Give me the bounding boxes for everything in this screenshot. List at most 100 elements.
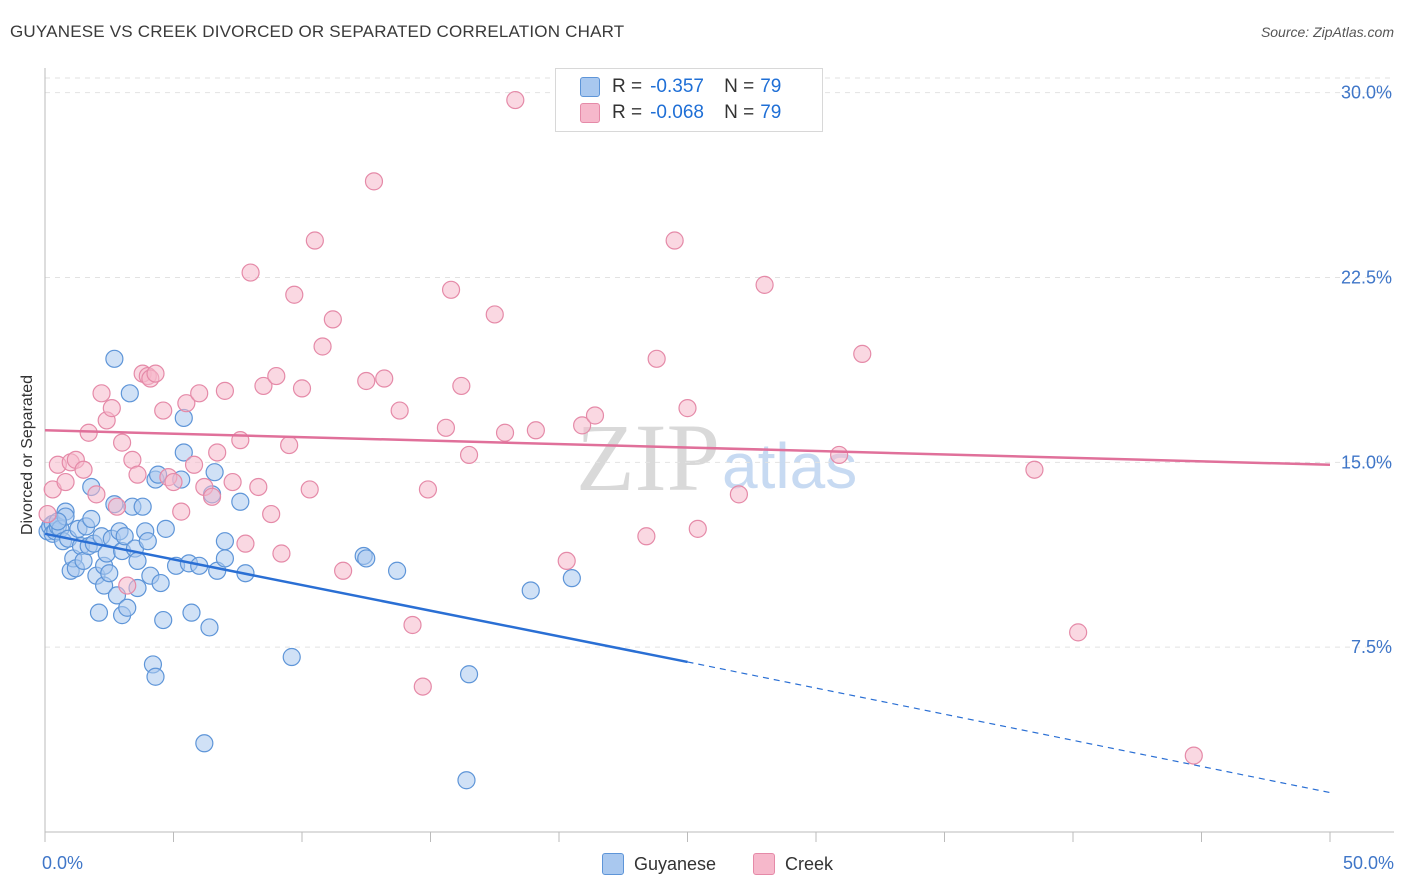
creek-point xyxy=(357,371,376,391)
creek-legend-label: Creek xyxy=(785,853,834,874)
legend-n-value: 79 xyxy=(760,76,782,97)
creek-point xyxy=(375,369,394,388)
guyanese-point xyxy=(174,443,193,462)
x-tick-label: 0.0% xyxy=(42,853,83,873)
y-tick-label: 30.0% xyxy=(1341,83,1392,103)
creek-point xyxy=(585,406,605,425)
creek-point xyxy=(526,421,545,440)
creek-swatch xyxy=(580,103,600,123)
creek-point xyxy=(164,472,183,492)
creek-point xyxy=(647,349,666,368)
guyanese-point xyxy=(156,519,175,538)
guyanese-point xyxy=(118,598,137,617)
creek-point xyxy=(390,401,409,420)
creek-point xyxy=(573,416,592,435)
creek-point xyxy=(92,384,111,403)
creek-point xyxy=(403,615,422,635)
guyanese-point xyxy=(387,561,407,580)
bottom-legend-guyanese[interactable]: Guyanese xyxy=(602,852,716,876)
creek-point xyxy=(637,527,656,546)
guyanese-legend-label: Guyanese xyxy=(634,853,717,874)
creek-point xyxy=(249,477,268,497)
creek-point xyxy=(557,551,576,571)
y-tick-label: 15.0% xyxy=(1341,452,1392,472)
guyanese-point xyxy=(146,667,165,686)
legend-r-label: R = xyxy=(612,76,643,97)
creek-point xyxy=(292,379,312,398)
guyanese-point xyxy=(128,551,147,571)
creek-point xyxy=(254,376,273,396)
legend-n-label: N = xyxy=(724,102,755,123)
creek-point xyxy=(38,504,57,524)
guyanese-point xyxy=(115,527,134,546)
creek-point xyxy=(688,519,707,538)
creek-swatch xyxy=(753,853,775,875)
guyanese-point xyxy=(100,564,119,583)
guyanese-point xyxy=(459,665,479,684)
creek-point xyxy=(305,231,324,250)
creek-point xyxy=(323,310,342,329)
creek-point xyxy=(241,263,260,282)
guyanese-point xyxy=(231,492,250,511)
guyanese-point xyxy=(215,532,234,551)
chart-title: GUYANESE VS CREEK DIVORCED OR SEPARATED … xyxy=(10,22,625,41)
creek-point xyxy=(87,485,106,504)
creek-point xyxy=(830,445,849,465)
bottom-legend-creek[interactable]: Creek xyxy=(753,852,833,876)
guyanese-point xyxy=(215,549,234,568)
guyanese-swatch xyxy=(602,853,624,875)
creek-point xyxy=(118,576,137,595)
creek-point xyxy=(1069,623,1088,642)
guyanese-point xyxy=(133,497,152,516)
creek-point xyxy=(154,401,173,420)
creek-point xyxy=(755,275,774,294)
creek-point xyxy=(223,472,242,492)
creek-point xyxy=(128,465,147,484)
guyanese-trend-extension xyxy=(687,661,1331,794)
creek-point xyxy=(485,305,504,324)
guyanese-point xyxy=(138,532,157,551)
creek-point xyxy=(364,172,384,191)
creek-point xyxy=(102,399,121,418)
creek-point xyxy=(236,534,255,553)
legend-r-label: R = xyxy=(612,102,643,123)
creek-point xyxy=(418,480,438,499)
creek-point xyxy=(452,376,471,396)
y-tick-label: 7.5% xyxy=(1351,637,1392,657)
legend-r-value: -0.357 xyxy=(650,76,704,97)
creek-point xyxy=(1184,746,1203,765)
x-tick-label: 50.0% xyxy=(1343,853,1394,873)
creek-point xyxy=(267,366,286,386)
guyanese-point xyxy=(89,603,109,622)
creek-point xyxy=(215,381,234,400)
guyanese-point xyxy=(82,509,101,529)
creek-point xyxy=(56,472,75,492)
guyanese-point xyxy=(521,581,540,600)
guyanese-point xyxy=(120,384,139,403)
creek-point xyxy=(1025,460,1044,479)
source-label: Source: ZipAtlas.com xyxy=(1260,24,1394,40)
creek-point xyxy=(506,90,525,110)
creek-point xyxy=(334,561,353,580)
creek-point xyxy=(495,423,515,442)
creek-point xyxy=(208,443,227,462)
creek-point xyxy=(190,384,209,403)
guyanese-point xyxy=(562,569,581,588)
creek-point xyxy=(665,231,684,250)
guyanese-point xyxy=(205,463,224,482)
guyanese-point xyxy=(457,771,476,790)
guyanese-swatch xyxy=(580,77,600,97)
creek-point xyxy=(107,497,127,516)
guyanese-point xyxy=(200,618,219,637)
guyanese-point xyxy=(182,603,201,622)
creek-point xyxy=(300,480,319,499)
guyanese-point xyxy=(174,408,193,428)
guyanese-point xyxy=(151,573,170,593)
legend-row-creek: R = -0.068 N = 79 xyxy=(580,101,781,125)
guyanese-point xyxy=(195,734,214,753)
legend-r-value: -0.068 xyxy=(650,102,704,123)
creek-point xyxy=(272,544,291,563)
legend-row-guyanese: R = -0.357 N = 79 xyxy=(580,75,781,99)
creek-point xyxy=(729,485,749,504)
